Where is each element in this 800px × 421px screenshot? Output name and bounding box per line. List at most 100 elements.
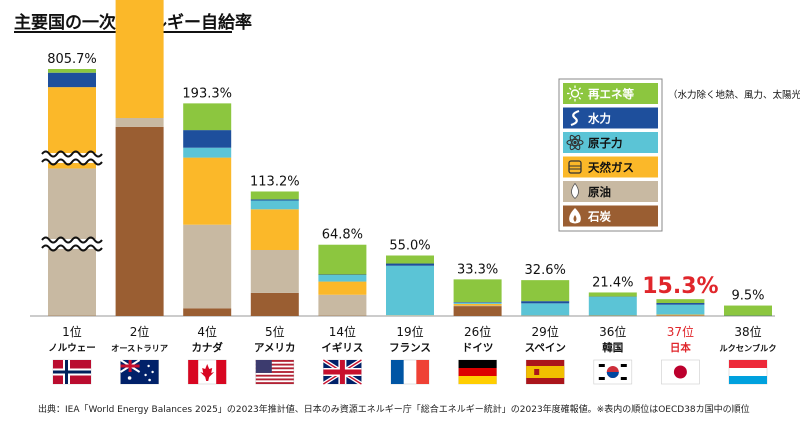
legend-note: （水力除く地熱、風力、太陽光など） bbox=[668, 90, 800, 101]
atom-orbit bbox=[566, 138, 584, 147]
flag-maple-leaf bbox=[200, 364, 215, 381]
bar-segment-hydro bbox=[183, 130, 232, 148]
legend-item-renewable: 再エネ等 bbox=[563, 83, 658, 104]
bar-segment-nuclear bbox=[453, 302, 502, 304]
flag-band bbox=[416, 360, 429, 384]
value-label: 21.4% bbox=[592, 275, 633, 290]
flag-france-icon bbox=[390, 359, 430, 385]
legend-item-nuclear: 原子力 bbox=[563, 132, 658, 153]
flag-band bbox=[729, 376, 767, 384]
bar-segment-hydro bbox=[521, 301, 570, 304]
rank-label: 38位 bbox=[734, 324, 761, 339]
bar-segment-hydro bbox=[386, 263, 434, 266]
flag-stripe bbox=[255, 378, 294, 381]
country-label: カナダ bbox=[191, 341, 223, 354]
sun-ray bbox=[578, 87, 582, 91]
flag-band bbox=[216, 360, 227, 384]
bar-segment-hydro bbox=[453, 302, 502, 303]
legend-item-coal: 石炭 bbox=[563, 205, 658, 227]
flag-norway-icon bbox=[52, 359, 92, 385]
country-label: オーストラリア bbox=[111, 343, 168, 353]
flag-band bbox=[458, 376, 497, 384]
flag-star bbox=[151, 370, 154, 374]
flag-japan-icon bbox=[661, 359, 700, 385]
country-label: アメリカ bbox=[254, 342, 295, 354]
flag-band bbox=[458, 368, 497, 376]
legend-swatch bbox=[563, 205, 658, 227]
bar-segment-renewable bbox=[48, 69, 96, 73]
value-label: 9.5% bbox=[731, 289, 764, 304]
bar-segment-coal bbox=[115, 126, 164, 316]
atom-icon bbox=[566, 134, 584, 151]
bar-segment-nuclear bbox=[521, 303, 570, 316]
flag-stripe bbox=[255, 374, 294, 377]
value-label: 15.3% bbox=[642, 274, 718, 299]
flag-band bbox=[188, 360, 199, 384]
bar-segment-oil bbox=[453, 305, 502, 307]
atom-orbit bbox=[569, 134, 581, 151]
flag-spain-icon bbox=[525, 359, 565, 385]
legend-swatch bbox=[563, 156, 658, 178]
flag-canton bbox=[255, 360, 272, 373]
axis-break-icon bbox=[41, 150, 103, 158]
bar-segment-renewable bbox=[183, 103, 232, 131]
bar-segment-renewable bbox=[521, 280, 570, 302]
country-label: フランス bbox=[389, 342, 431, 354]
flag-sun bbox=[673, 365, 687, 379]
legend-swatch bbox=[563, 107, 658, 129]
value-label: 64.8% bbox=[322, 228, 363, 243]
flame-inner bbox=[573, 215, 577, 222]
bar-segment-hydro bbox=[48, 72, 96, 88]
legend-label: 水力 bbox=[588, 112, 611, 126]
bar-segment-hydro bbox=[656, 303, 705, 305]
flag-star bbox=[144, 373, 147, 377]
bar-segment-gas bbox=[453, 303, 502, 306]
flag-stripe bbox=[255, 363, 294, 366]
sun-core bbox=[570, 89, 580, 98]
axis-break-icon bbox=[41, 158, 103, 166]
source-note: 出典：IEA「World Energy Balances 2025」の2023年… bbox=[38, 405, 750, 415]
bar-segment-oil bbox=[318, 294, 367, 316]
gas-tank-icon bbox=[568, 160, 582, 174]
bar-segment-oil bbox=[250, 250, 299, 293]
flag-stripe bbox=[255, 382, 294, 384]
bar-segment-renewable bbox=[588, 292, 637, 297]
flag-trigram bbox=[598, 364, 605, 367]
legend-label: 石炭 bbox=[587, 210, 611, 224]
bar-segment-gas bbox=[115, 0, 164, 118]
axis-break-gap bbox=[47, 239, 97, 249]
bar-segment-oil bbox=[386, 315, 434, 316]
rank-label: 4位 bbox=[197, 324, 217, 339]
bar-segment-oil bbox=[183, 224, 232, 309]
bar-segment-renewable bbox=[656, 299, 705, 304]
bar-segment-coal bbox=[250, 292, 299, 316]
axis-break-icon bbox=[41, 244, 103, 252]
rank-label: 5位 bbox=[265, 324, 285, 339]
flag-trigram bbox=[620, 377, 627, 380]
oil-drop-icon bbox=[571, 182, 579, 200]
country-label: スペイン bbox=[525, 342, 566, 354]
atom-orbit bbox=[569, 134, 581, 151]
flag-band bbox=[729, 360, 767, 368]
flag-cross-blue bbox=[53, 370, 91, 374]
legend-swatch bbox=[563, 181, 658, 202]
flag-cross-red bbox=[323, 369, 362, 375]
rank-label: 19位 bbox=[396, 324, 423, 339]
bar-segment-renewable bbox=[318, 244, 367, 275]
water-wave bbox=[570, 109, 580, 127]
legend-item-oil: 原油 bbox=[563, 181, 658, 202]
bar-segment-coal bbox=[183, 308, 232, 316]
bar-segment-renewable bbox=[250, 191, 299, 200]
flag-canada-icon bbox=[187, 359, 227, 385]
flag-uk-icon bbox=[322, 358, 363, 386]
fire-icon bbox=[569, 208, 581, 224]
bar-segment-nuclear bbox=[250, 200, 299, 210]
flag-band bbox=[458, 360, 497, 368]
